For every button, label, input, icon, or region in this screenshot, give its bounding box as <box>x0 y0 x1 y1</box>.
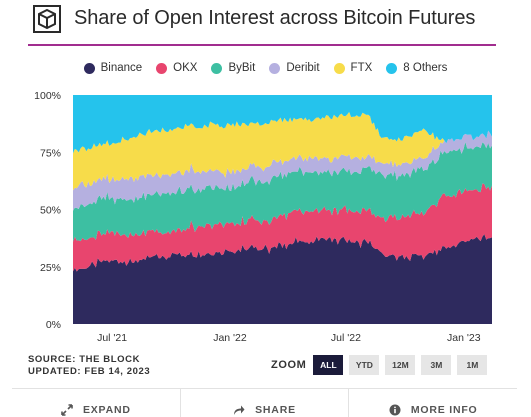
x-tick-label: Jul '22 <box>331 332 361 344</box>
legend-item-okx[interactable]: OKX <box>156 62 197 74</box>
area-series-okx[interactable] <box>73 183 492 272</box>
legend-label: OKX <box>173 62 198 74</box>
share-label: SHARE <box>255 404 296 416</box>
legend-label: 8 Others <box>403 62 448 74</box>
source-line: SOURCE: THE BLOCK <box>28 354 141 365</box>
y-tick-label: 0% <box>46 319 61 331</box>
legend-swatch <box>211 62 223 74</box>
cube-logo-icon <box>33 5 61 33</box>
legend-label: Deribit <box>286 62 320 74</box>
expand-label: EXPAND <box>82 404 131 416</box>
chart-header: Share of Open Interest across Bitcoin Fu… <box>28 0 496 46</box>
chart-legend: Binance OKX ByBit Deribit FTX 8 Others <box>0 62 531 74</box>
info-icon <box>389 404 401 416</box>
area-series-ftx[interactable] <box>73 111 492 191</box>
x-tick-label: Jan '23 <box>447 332 481 344</box>
zoom-12m-button[interactable]: 12M <box>385 355 416 375</box>
updated-line: UPDATED: FEB 14, 2023 <box>28 366 151 377</box>
x-tick-label: Jul '21 <box>97 332 127 344</box>
zoom-all-button[interactable]: ALL <box>313 355 344 375</box>
legend-swatch <box>386 62 398 74</box>
more-info-button[interactable]: MORE INFO <box>349 389 517 417</box>
legend-item-deribit[interactable]: Deribit <box>269 62 320 74</box>
footer-actions: EXPAND SHARE MORE INFO <box>12 388 517 417</box>
share-button[interactable]: SHARE <box>181 389 350 417</box>
zoom-label: ZOOM <box>271 359 307 371</box>
share-arrow-icon <box>234 405 245 415</box>
area-series-bybit[interactable] <box>73 141 492 242</box>
stacked-area-chart: 0% 25% 50% 75% 100% Jul '21 Jan '22 Jul '22 Jan … <box>34 90 492 344</box>
legend-swatch <box>269 62 281 74</box>
legend-label: Binance <box>100 62 143 74</box>
legend-label: FTX <box>350 62 373 74</box>
zoom-3m-button[interactable]: 3M <box>421 355 452 375</box>
chart-title: Share of Open Interest across Bitcoin Fu… <box>74 7 476 29</box>
area-series-binance[interactable] <box>73 234 492 324</box>
zoom-ytd-button[interactable]: YTD <box>349 355 380 375</box>
legend-item-bybit[interactable]: ByBit <box>211 62 255 74</box>
y-tick-label: 75% <box>40 147 61 159</box>
source-note: SOURCE: THE BLOCK UPDATED: FEB 14, 2023 <box>28 354 150 378</box>
zoom-controls: ZOOM ALL YTD 12M 3M 1M <box>271 355 488 375</box>
legend-item-8-others[interactable]: 8 Others <box>386 62 447 74</box>
y-tick-label: 50% <box>40 205 61 217</box>
x-tick-label: Jan '22 <box>213 332 247 344</box>
legend-swatch <box>156 62 168 74</box>
area-series-deribit[interactable] <box>73 130 492 211</box>
zoom-1m-button[interactable]: 1M <box>457 355 488 375</box>
legend-item-binance[interactable]: Binance <box>83 62 143 74</box>
y-tick-label: 100% <box>34 90 61 102</box>
area-series-8-others[interactable] <box>73 95 492 154</box>
legend-label: ByBit <box>228 62 256 74</box>
more-info-label: MORE INFO <box>410 404 478 416</box>
legend-swatch <box>83 62 95 74</box>
expand-button[interactable]: EXPAND <box>12 389 181 417</box>
legend-swatch <box>333 62 345 74</box>
legend-item-ftx[interactable]: FTX <box>333 62 373 74</box>
expand-arrows-icon <box>61 404 73 416</box>
y-tick-label: 25% <box>40 262 61 274</box>
